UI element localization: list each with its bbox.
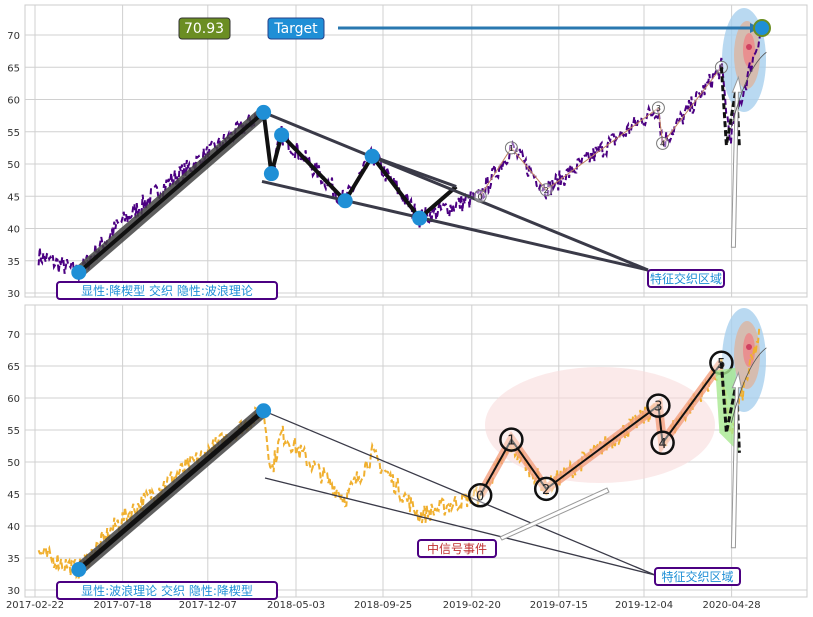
x-tick-label: 2019-07-15 (530, 600, 588, 611)
target-curve (731, 347, 767, 423)
y-tick-label: 45 (7, 192, 20, 203)
pattern-marker (256, 104, 272, 120)
wave-label: 4 (660, 139, 665, 148)
x-tick-label: 2018-09-25 (354, 600, 412, 611)
signal-arrow (499, 487, 610, 541)
price-value-box (178, 17, 231, 40)
pattern-label: 显性:波浪理论 交织 隐性:降楔型 (81, 583, 253, 598)
target-marker (753, 19, 771, 37)
pattern-marker (263, 166, 279, 182)
wave-label: 0 (476, 489, 484, 504)
pattern-marker (274, 127, 290, 143)
zone-label: 特征交织区域 (650, 271, 722, 286)
plot-area (24, 4, 808, 298)
wave-label: 1 (507, 434, 515, 449)
y-tick-label: 40 (7, 522, 20, 533)
wedge-lower-line (264, 477, 656, 576)
wedge-upper-line (263, 410, 656, 576)
pattern-label-box (56, 281, 278, 300)
price-series (37, 33, 762, 283)
y-tick-label: 50 (7, 160, 20, 171)
wave-circle (473, 189, 487, 203)
y-tick-label: 30 (7, 289, 20, 300)
y-tick-label: 45 (7, 490, 20, 501)
wave-circle (533, 476, 559, 502)
wave-line (479, 66, 722, 197)
x-tick-label: 2017-07-18 (94, 600, 152, 611)
wedge-segment (371, 154, 457, 188)
wave-circle (650, 430, 675, 456)
signal-ellipse (485, 367, 715, 483)
x-tick-label: 2017-12-07 (179, 600, 237, 611)
pattern-label-box (56, 581, 278, 600)
zone-label-box (654, 567, 741, 586)
y-tick-label: 70 (7, 31, 20, 42)
projection-center (746, 344, 752, 350)
wedge-lower-line (261, 179, 649, 272)
wave-label: 2 (544, 186, 549, 195)
y-tick-label: 55 (7, 128, 20, 139)
x-tick-label: 2019-12-04 (615, 600, 673, 611)
x-tick-label: 2018-05-03 (267, 600, 325, 611)
x-axis-ticks: 2017-02-22 2017-07-18 2017-12-07 2018-05-03… (6, 600, 761, 611)
y-tick-label: 35 (7, 554, 20, 565)
price-value: 70.93 (184, 21, 224, 37)
wave-label: 4 (658, 437, 666, 452)
y-tick-label: 35 (7, 257, 20, 268)
zone-label: 特征交织区域 (661, 569, 733, 584)
wave-circle (651, 101, 665, 115)
y-tick-label: 65 (7, 63, 20, 74)
pattern-line (77, 408, 266, 572)
target-label: Target (273, 21, 318, 37)
signal-label: 中信号事件 (427, 541, 487, 556)
target-box (267, 17, 325, 40)
wave-circle (499, 427, 524, 452)
y-tick-label: 60 (7, 96, 20, 107)
pattern-marker (256, 403, 272, 419)
y-tick-label: 55 (7, 426, 20, 437)
wave-circle (504, 141, 518, 155)
wave-label: 1 (509, 144, 514, 153)
target-curve (731, 51, 767, 128)
pattern-label: 显性:降楔型 交织 隐性:波浪理论 (81, 283, 253, 298)
pattern-marker (337, 193, 353, 209)
y-tick-label: 30 (7, 586, 20, 597)
wave-circle (467, 483, 493, 508)
x-tick-label: 2020-04-28 (703, 600, 761, 611)
wave-circle (646, 393, 671, 418)
y-tick-label: 65 (7, 362, 20, 373)
wave-label: 3 (654, 400, 662, 415)
x-tick-label: 2019-02-20 (443, 600, 501, 611)
y-tick-label: 40 (7, 225, 20, 236)
wave-label: 0 (478, 192, 483, 201)
pattern-line (77, 108, 458, 274)
y-tick-label: 60 (7, 394, 20, 405)
x-tick-label: 2017-02-22 (6, 600, 64, 611)
pattern-marker (364, 148, 380, 164)
zone-label-box (647, 269, 725, 288)
y-tick-label: 50 (7, 458, 20, 469)
projection-band (715, 367, 740, 453)
pattern-marker (71, 264, 87, 280)
y-tick-label: 70 (7, 330, 20, 341)
wave-label: 2 (542, 483, 550, 498)
wedge-upper-line (263, 111, 649, 272)
wave-circle (539, 183, 553, 197)
rebound-arrow (730, 371, 743, 549)
wave-label: 3 (656, 104, 661, 113)
pattern-marker (71, 562, 87, 578)
rebound-arrow (730, 75, 743, 248)
wave-circle (656, 136, 670, 150)
signal-label-box (417, 539, 497, 558)
projection-center (746, 44, 752, 50)
pattern-marker (412, 210, 428, 226)
